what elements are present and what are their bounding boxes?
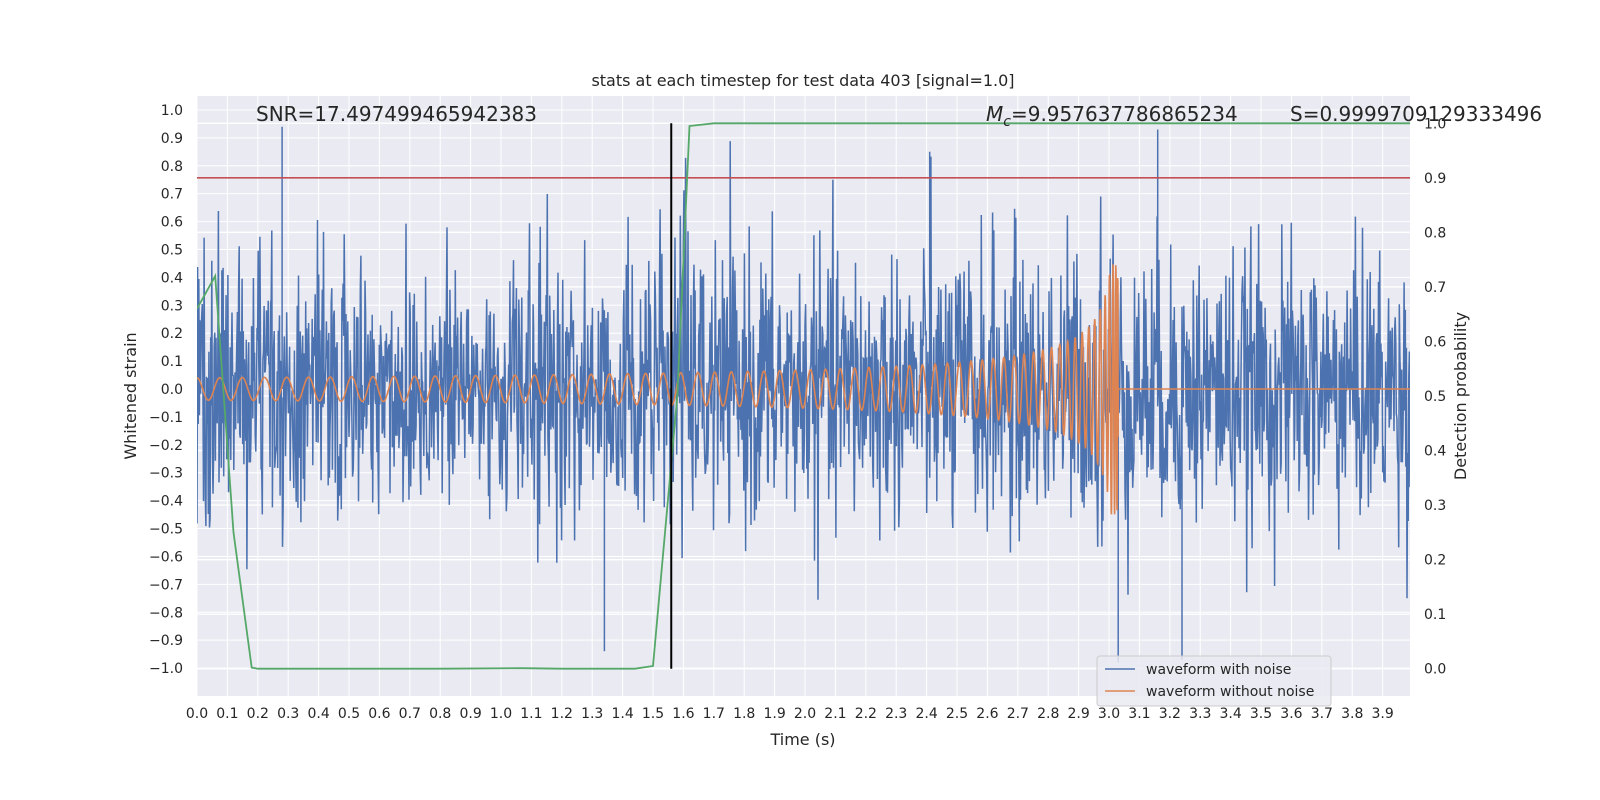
x-tick-label: 3.1 <box>1128 706 1150 722</box>
x-tick-label: 0.4 <box>307 706 329 722</box>
y-tick-label: 0.7 <box>161 187 183 203</box>
x-tick-label: 2.6 <box>976 706 998 722</box>
y-tick-label: −1.0 <box>149 661 183 677</box>
y2-tick-label: 0.5 <box>1424 389 1446 405</box>
x-tick-label: 2.2 <box>855 706 877 722</box>
legend-label-clean: waveform without noise <box>1146 684 1314 700</box>
y-tick-label: −0.7 <box>149 577 183 593</box>
y-tick-label: −0.8 <box>149 605 183 621</box>
x-tick-label: 2.9 <box>1067 706 1089 722</box>
y2-tick-label: 0.7 <box>1424 280 1446 296</box>
x-tick-label: 3.9 <box>1372 706 1394 722</box>
x-tick-label: 3.5 <box>1250 706 1272 722</box>
x-tick-label: 0.5 <box>338 706 360 722</box>
x-tick-label: 3.8 <box>1341 706 1363 722</box>
s-annotation: S=0.9999709129333496 <box>1290 102 1542 126</box>
y2-tick-label: 0.0 <box>1424 662 1446 678</box>
x-tick-label: 1.6 <box>672 706 694 722</box>
x-tick-label: 0.8 <box>429 706 451 722</box>
x-axis-label: Time (s) <box>769 730 835 749</box>
x-tick-label: 2.7 <box>1007 706 1029 722</box>
x-tick-label: 0.0 <box>186 706 208 722</box>
x-tick-label: 1.3 <box>581 706 603 722</box>
x-tick-label: 1.0 <box>490 706 512 722</box>
y2-tick-label: 0.4 <box>1424 444 1446 460</box>
clean-waveform-line <box>197 264 1410 515</box>
x-tick-label: 3.4 <box>1220 706 1242 722</box>
y-tick-label: 0.9 <box>161 131 183 147</box>
y2-axis-label: Detection probability <box>1451 312 1470 480</box>
y-tick-label: −0.4 <box>149 494 183 510</box>
y2-tick-label: 0.8 <box>1424 225 1446 241</box>
y2-tick-label: 0.2 <box>1424 553 1446 569</box>
x-tick-label: 2.4 <box>915 706 937 722</box>
mc-subscript: c <box>1003 114 1011 130</box>
y-tick-label: 0.6 <box>161 215 183 231</box>
y-tick-label: −0.3 <box>149 466 183 482</box>
x-tick-label: 2.1 <box>824 706 846 722</box>
x-tick-label: 1.7 <box>703 706 725 722</box>
y-tick-label: −0.9 <box>149 633 183 649</box>
y2-tick-label: 0.9 <box>1424 171 1446 187</box>
y-tick-label: 0.1 <box>161 354 183 370</box>
y-tick-label: −0.5 <box>149 522 183 538</box>
x-tick-label: 1.8 <box>733 706 755 722</box>
x-tick-label: 0.9 <box>459 706 481 722</box>
y-axis-label: Whitened strain <box>121 332 140 459</box>
snr-annotation: SNR=17.497499465942383 <box>256 102 537 126</box>
ticks-group: 0.0 0.1 0.2 0.3 0.4 0.5 0.6 0.7 0.8 0.9 1.0 1.1 1.2 1… <box>149 103 1446 722</box>
y-tick-label: 0.4 <box>161 270 183 286</box>
y-tick-label: 0.8 <box>161 159 183 175</box>
x-tick-label: 0.3 <box>277 706 299 722</box>
mc-annotation: Mc=9.957637786865234 <box>986 102 1238 130</box>
x-tick-label: 1.5 <box>642 706 664 722</box>
legend-label-noise: waveform with noise <box>1146 662 1291 678</box>
x-tick-label: 3.3 <box>1189 706 1211 722</box>
x-tick-label: 1.4 <box>611 706 633 722</box>
y2-tick-label: 0.1 <box>1424 607 1446 623</box>
y-tick-label: −0.6 <box>149 549 183 565</box>
x-tick-label: 3.2 <box>1159 706 1181 722</box>
y-tick-label: 0.3 <box>161 298 183 314</box>
x-tick-label: 1.9 <box>763 706 785 722</box>
series-group <box>197 122 1410 670</box>
x-tick-label: 2.8 <box>1037 706 1059 722</box>
legend-box <box>1096 655 1332 707</box>
chart-title: stats at each timestep for test data 403… <box>591 71 1014 90</box>
y2-tick-label: 1.0 <box>1424 116 1446 132</box>
x-tick-label: 3.7 <box>1311 706 1333 722</box>
x-tick-label: 2.0 <box>794 706 816 722</box>
detection-probability-line <box>197 122 1410 670</box>
x-tick-label: 0.7 <box>399 706 421 722</box>
y2-tick-label: 0.6 <box>1424 334 1446 350</box>
x-tick-label: 3.0 <box>1098 706 1120 722</box>
y-tick-label: 0.5 <box>161 242 183 258</box>
legend: waveform with noise waveform without noi… <box>1096 655 1332 707</box>
x-tick-label: 1.2 <box>551 706 573 722</box>
y2-tick-label: 0.3 <box>1424 498 1446 514</box>
x-tick-label: 3.6 <box>1280 706 1302 722</box>
x-tick-label: 1.1 <box>520 706 542 722</box>
y-tick-label: −0.2 <box>149 438 183 454</box>
y-tick-label: 1.0 <box>161 103 183 119</box>
mc-symbol: M <box>986 102 1003 126</box>
y-tick-label: 0.2 <box>161 326 183 342</box>
x-tick-label: 0.1 <box>216 706 238 722</box>
x-tick-label: 0.2 <box>247 706 269 722</box>
y-tick-label: −0.1 <box>149 410 183 426</box>
x-tick-label: 2.5 <box>946 706 968 722</box>
mc-value: =9.957637786865234 <box>1011 102 1238 126</box>
x-tick-label: 2.3 <box>885 706 907 722</box>
x-tick-label: 0.6 <box>368 706 390 722</box>
y-tick-label: 0.0 <box>161 382 183 398</box>
